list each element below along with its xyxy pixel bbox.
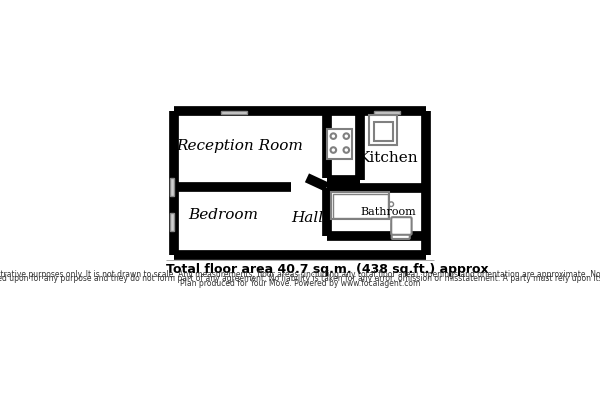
Bar [221, 111, 247, 115]
Bar [334, 194, 388, 218]
Bar [174, 111, 426, 255]
FancyBboxPatch shape [392, 223, 410, 239]
Bar [327, 129, 352, 159]
Text: Hall: Hall [291, 211, 323, 225]
Bar [221, 111, 247, 115]
Text: Kitchen: Kitchen [358, 150, 418, 165]
Text: Bedroom: Bedroom [188, 209, 259, 222]
Text: Reception Room: Reception Room [176, 139, 303, 153]
Bar [374, 111, 400, 115]
Text: This floor plan is for illustrative purposes only. It is not drawn to scale. Any: This floor plan is for illustrative purp… [0, 269, 600, 278]
Text: Plan produced for Your Move. Powered by www.focalagent.com: Plan produced for Your Move. Powered by … [180, 279, 420, 288]
Bar [170, 178, 174, 196]
Text: Bathroom: Bathroom [360, 207, 416, 217]
Bar [170, 213, 174, 231]
Text: Total floor area 40.7 sq.m. (438 sq.ft.) approx: Total floor area 40.7 sq.m. (438 sq.ft.)… [166, 263, 488, 276]
Bar [374, 122, 392, 141]
Bar [370, 115, 397, 145]
FancyBboxPatch shape [391, 217, 412, 235]
Bar [331, 192, 389, 220]
Text: they cannot be relied upon for any purpose and they do not form part of any agre: they cannot be relied upon for any purpo… [0, 274, 600, 283]
